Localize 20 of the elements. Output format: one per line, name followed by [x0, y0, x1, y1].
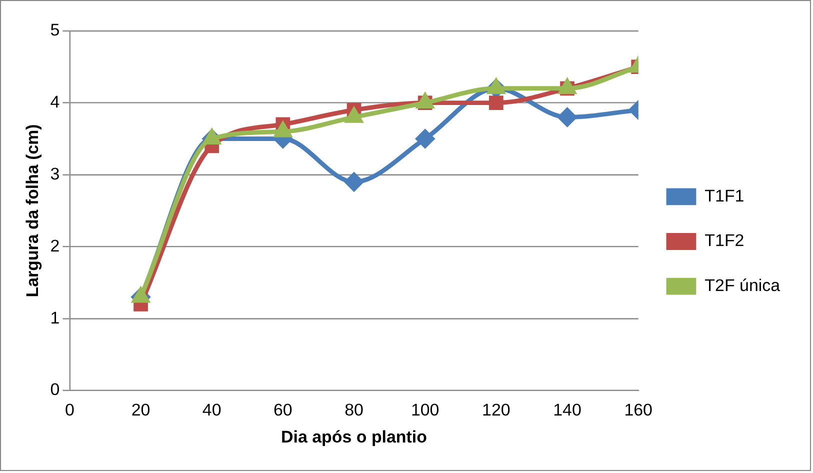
x-tick-label: 60 [274, 400, 292, 420]
x-tick-label: 40 [202, 400, 222, 420]
x-tick-label: 80 [344, 400, 364, 420]
legend-label: T1F2 [704, 231, 744, 250]
x-tick-label: 160 [624, 400, 652, 420]
y-tick-label: 4 [50, 92, 60, 112]
x-axis-title: Dia após o plantio [281, 428, 428, 447]
x-tick-label: 120 [482, 400, 510, 420]
legend-label: T1F1 [704, 186, 744, 206]
y-tick-label: 1 [50, 308, 60, 328]
legend-label: T2F única [704, 276, 781, 295]
y-tick-label: 0 [50, 380, 60, 400]
y-tick-label: 3 [50, 164, 60, 184]
x-tick-label: 20 [131, 400, 150, 420]
x-tick-label: 0 [64, 400, 74, 420]
y-tick-label: 5 [50, 20, 60, 40]
x-tick-label: 140 [553, 400, 582, 420]
y-axis-title: Largura da folha (cm) [22, 124, 42, 298]
x-tick-label: 100 [410, 400, 440, 420]
y-tick-label: 2 [50, 236, 60, 256]
